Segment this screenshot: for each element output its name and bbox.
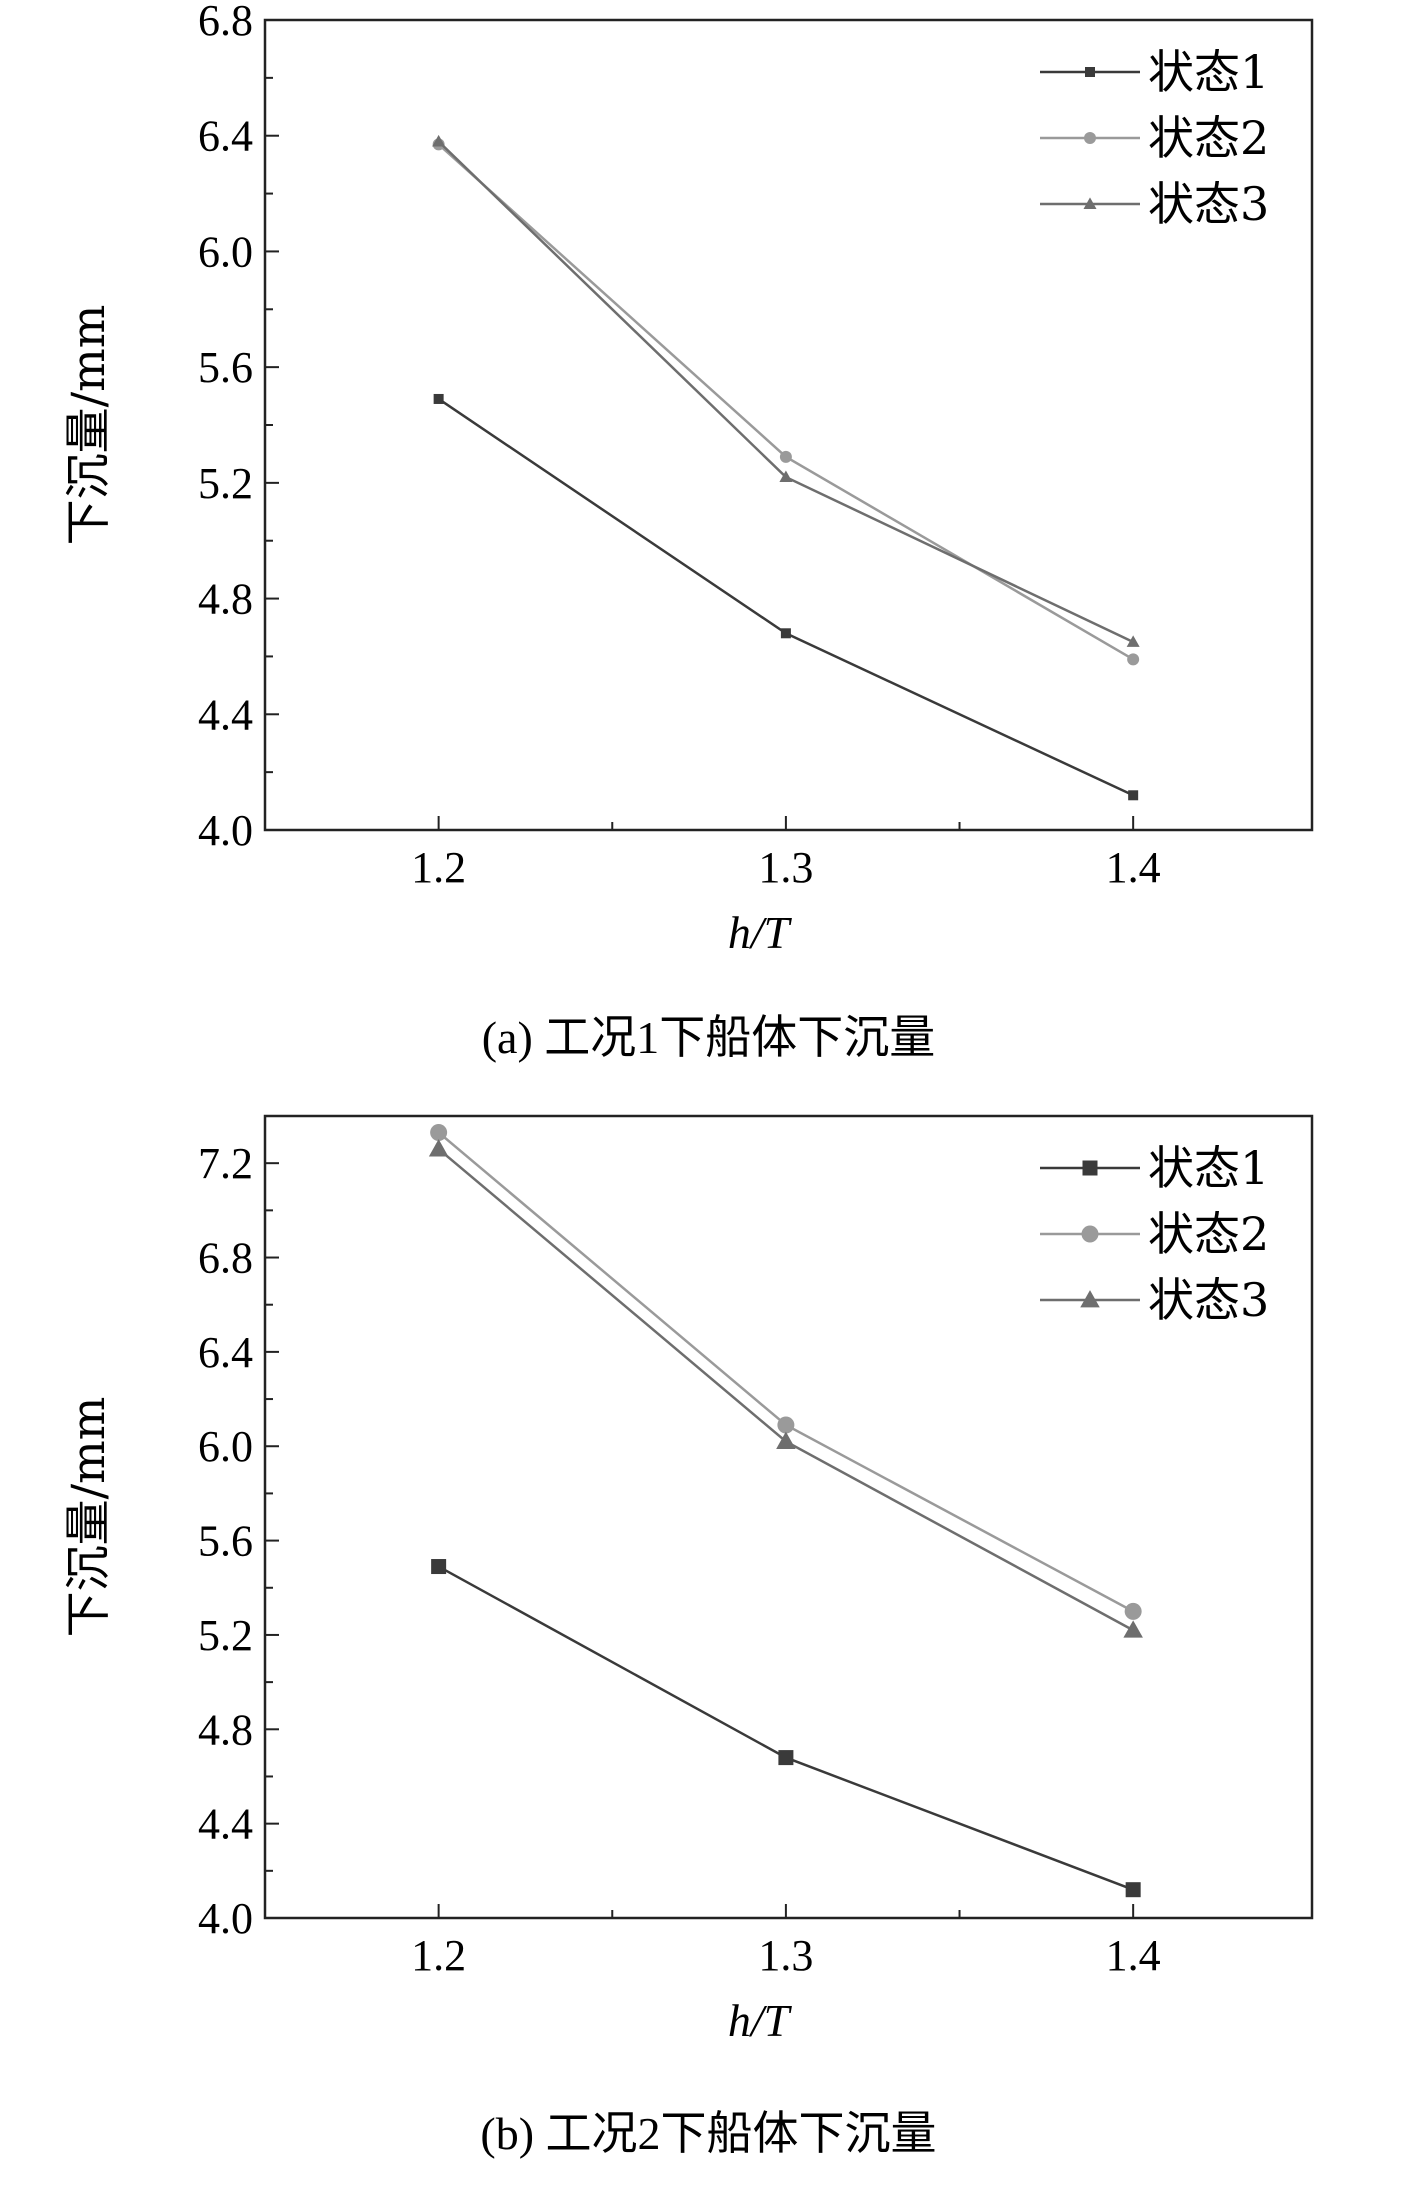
chart-b-series-2-line [437,1131,1134,1613]
chart-b-legend-label-2: 状态2 [1148,1207,1269,1261]
chart-b-y-tick-label: 4.8 [198,1705,253,1754]
chart-a-series-2-line [437,143,1134,661]
chart-a-series-1-point [433,393,444,404]
chart-a-svg: 4.0 4.4 4.8 5.2 5.6 6.0 6.4 6.8 1.2 1.3 1.4 h/T 下沉量/… [61,0,1314,958]
chart-a-x-tick-label: 1.2 [411,843,466,892]
chart-b-series-3-point [1123,1620,1143,1638]
chart-b-y-tick-label: 6.4 [198,1328,253,1377]
chart-a-legend-label-1: 状态1 [1148,45,1269,99]
chart-b-y-tick-label: 4.4 [198,1800,253,1849]
chart-a-series-2-point [779,450,792,463]
chart-b-svg: 4.0 4.4 4.8 5.2 5.6 6.0 6.4 6.8 7.2 1.2 1.3 1.4 h/T 下… [61,1114,1314,2046]
chart-b-series-1-line [438,1565,1134,1891]
chart-b-legend-label-3: 状态3 [1148,1273,1269,1327]
chart-b-series-1-point [431,1559,447,1575]
chart-a-y-tick-label: 6.8 [198,0,253,45]
chart-a-series-1-point [780,628,791,639]
chart-b-y-tick-label: 6.0 [198,1422,253,1471]
chart-b-legend-marker-1 [1082,1160,1098,1176]
chart-a-x-axis-label: h/T [728,907,793,958]
chart-b-legend-marker-3 [1080,1290,1100,1308]
chart-b-series-1-point [1125,1882,1141,1898]
chart-b-x-tick-label: 1.2 [411,1931,466,1980]
chart-panel-a: 4.0 4.4 4.8 5.2 5.6 6.0 6.4 6.8 1.2 1.3 1.4 h/T 下沉量/… [61,0,1314,1063]
chart-b-series-2-point [777,1416,795,1434]
chart-a-y-tick-label: 5.6 [198,343,253,392]
chart-a-series-2-point [1127,653,1140,666]
chart-b-y-tick-label: 5.6 [198,1517,253,1566]
chart-b-y-tick-label: 7.2 [198,1139,253,1188]
chart-b-series-2-point [1124,1602,1142,1620]
chart-a-y-axis-label: 下沉量/mm [61,305,115,546]
chart-a-legend-marker-2 [1084,132,1096,144]
chart-a-legend-label-3: 状态3 [1148,177,1269,231]
chart-a-legend-label-2: 状态2 [1148,111,1269,165]
chart-b-series-1-point [778,1750,794,1766]
chart-a-y-tick-label: 4.0 [198,806,253,855]
chart-a-y-tick-label: 4.4 [198,690,253,739]
chart-b-series-3-point [428,1139,449,1157]
chart-b-x-tick-label: 1.3 [758,1931,813,1980]
chart-b-series-2-point [430,1124,448,1142]
chart-a-series-3-point [432,134,446,147]
chart-b-caption: (b) 工况2下船体下沉量 [480,2108,937,2159]
chart-a-y-tick-label: 4.8 [198,575,253,624]
chart-a-y-tick-label: 6.4 [198,112,253,161]
chart-a-series-1-point [1128,790,1139,801]
chart-a-x-tick-label: 1.4 [1106,843,1161,892]
chart-b-x-axis-label: h/T [728,1995,793,2046]
chart-a-legend-marker-1 [1085,67,1095,77]
chart-b-legend-marker-2 [1081,1225,1099,1243]
chart-a-y-tick-label: 6.0 [198,227,253,276]
chart-a-x-tick-label: 1.3 [758,843,813,892]
chart-a-caption: (a) 工况1下船体下沉量 [481,1012,936,1063]
chart-b-legend-label-1: 状态1 [1148,1141,1269,1195]
chart-panel-b: 4.0 4.4 4.8 5.2 5.6 6.0 6.4 6.8 7.2 1.2 1.3 1.4 h/T 下… [0,1096,1417,2192]
chart-b-y-axis-label: 下沉量/mm [61,1397,115,1638]
chart-a-series-3-point [1126,635,1140,647]
chart-a-y-tick-label: 5.2 [198,459,253,508]
chart-a-legend-marker-3 [1083,197,1097,209]
chart-b-y-tick-label: 5.2 [198,1611,253,1660]
chart-b-x-tick-label: 1.4 [1106,1931,1161,1980]
chart-a-series-3-point [779,470,793,483]
chart-b-y-tick-label: 4.0 [198,1894,253,1943]
chart-b-y-tick-label: 6.8 [198,1234,253,1283]
chart-a-series-3-line [437,140,1134,644]
chart-b-series-3-point [776,1431,796,1449]
chart-b-plot-frame [263,1114,1314,1920]
